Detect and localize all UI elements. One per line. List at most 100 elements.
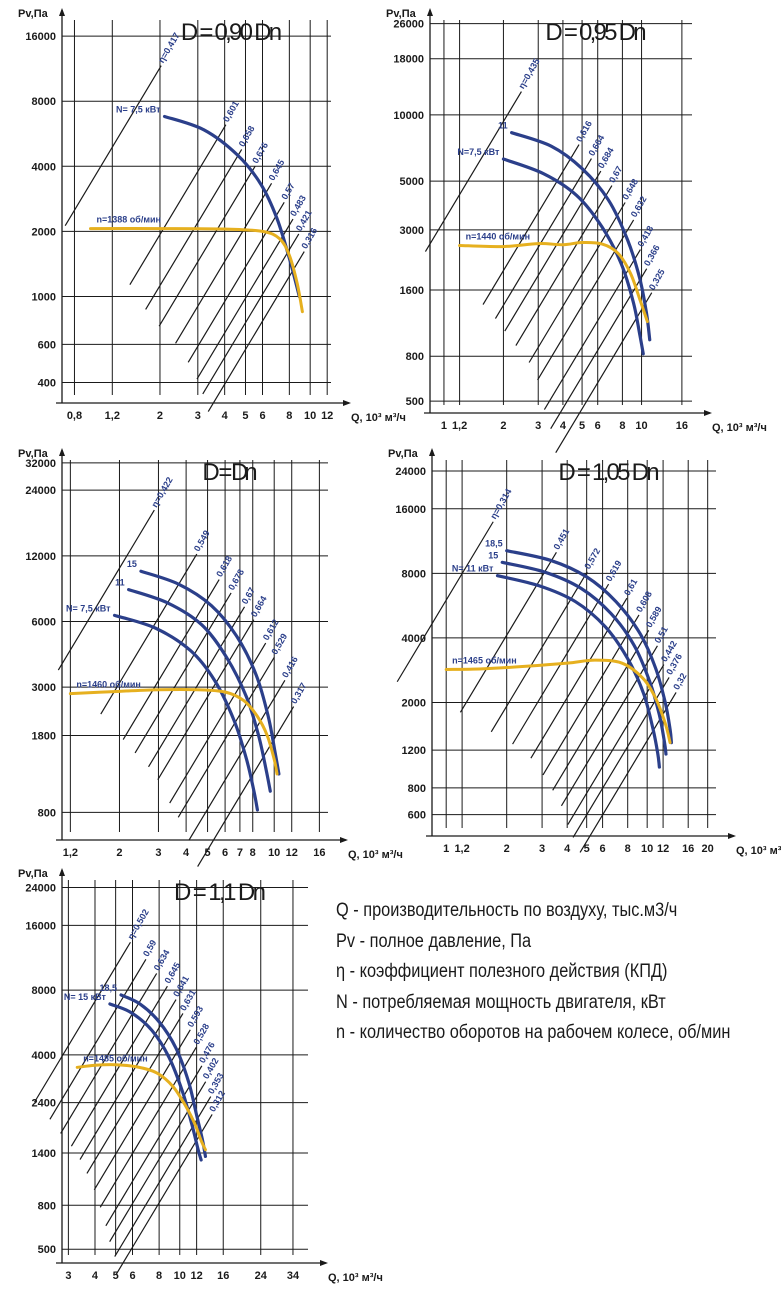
chart-title: D = 1,05 Dn bbox=[558, 459, 659, 486]
y-tick-label: 32000 bbox=[25, 458, 56, 470]
pressure-curve bbox=[139, 569, 281, 776]
rpm-curve bbox=[75, 1063, 207, 1152]
y-tick-label: 500 bbox=[38, 1244, 56, 1256]
power-label: 11 bbox=[115, 578, 125, 588]
rpm-curve bbox=[444, 658, 672, 745]
y-tick-label: 24000 bbox=[25, 882, 56, 894]
y-tick-label: 5000 bbox=[400, 176, 424, 188]
y-tick-label: 18000 bbox=[393, 54, 424, 66]
pressure-curve bbox=[162, 114, 301, 299]
rpm-label: n=1485 об/мин bbox=[83, 1053, 147, 1063]
efficiency-line bbox=[169, 642, 267, 804]
efficiency-line bbox=[86, 1013, 184, 1174]
rpm-label: n=1460 об/мин bbox=[76, 680, 140, 690]
x-tick-label: 1,2 bbox=[452, 420, 467, 432]
pressure-curve bbox=[500, 560, 668, 756]
efficiency-line bbox=[105, 1065, 203, 1227]
efficiency-label: 0,572 bbox=[582, 546, 602, 571]
pressure-curve bbox=[510, 131, 652, 342]
y-tick-label: 8000 bbox=[32, 96, 56, 108]
chart-title: D = 0,90 Dn bbox=[181, 19, 282, 46]
efficiency-line bbox=[49, 958, 147, 1120]
x-tick-label: 8 bbox=[250, 847, 256, 859]
efficiency-label: 0,618 bbox=[214, 554, 234, 579]
y-axis-title: Pv,Па bbox=[18, 868, 49, 880]
y-axis-title: Pv,Па bbox=[18, 448, 49, 460]
power-label: 18,5 bbox=[99, 983, 117, 993]
x-tick-label: 6 bbox=[259, 410, 265, 422]
x-tick-label: 8 bbox=[156, 1270, 162, 1282]
y-tick-label: 8000 bbox=[32, 985, 56, 997]
legend-n-power: N - потребляемая мощность двигателя, кВт bbox=[336, 991, 666, 1013]
x-tick-label: 1 bbox=[441, 420, 447, 432]
power-label: 11 bbox=[498, 121, 508, 131]
y-tick-label: 1400 bbox=[32, 1148, 56, 1160]
efficiency-line bbox=[196, 218, 294, 380]
efficiency-line bbox=[157, 619, 255, 781]
efficiency-label: 0,451 bbox=[551, 527, 571, 552]
x-tick-label: 0,8 bbox=[67, 410, 82, 422]
x-axis-title: Q, 10³ м³/ч bbox=[351, 412, 406, 424]
x-tick-label: 10 bbox=[304, 410, 316, 422]
efficiency-line bbox=[93, 1029, 191, 1191]
efficiency-line bbox=[109, 1081, 207, 1242]
efficiency-line bbox=[134, 592, 232, 754]
y-axis-arrow bbox=[59, 8, 65, 16]
chart-1: 0,8 1,2 2 3 4 5 6 8 10 12 400 600 1000 2000 4000 8000 16… bbox=[18, 8, 406, 424]
x-tick-label: 7 bbox=[237, 847, 243, 859]
power-label: 15 bbox=[488, 550, 498, 560]
y-tick-label: 24000 bbox=[395, 466, 426, 478]
efficiency-line bbox=[202, 233, 300, 395]
efficiency-line bbox=[396, 521, 494, 683]
efficiency-line bbox=[515, 185, 613, 346]
y-tick-label: 2000 bbox=[402, 697, 426, 709]
x-tick-label: 10 bbox=[268, 847, 280, 859]
efficiency-line bbox=[459, 552, 557, 713]
efficiency-line bbox=[100, 553, 198, 715]
x-tick-label: 1 bbox=[443, 843, 449, 855]
x-tick-label: 12 bbox=[321, 410, 333, 422]
x-tick-label: 16 bbox=[682, 843, 694, 855]
efficiency-line bbox=[572, 677, 670, 838]
x-axis-title: Q, 10³ м³/ч bbox=[736, 845, 781, 857]
y-tick-label: 600 bbox=[408, 810, 426, 822]
legend: Q - производительность по воздуху, тыс.м… bbox=[336, 896, 730, 1049]
x-tick-label: 20 bbox=[702, 843, 714, 855]
efficiency-line bbox=[567, 664, 665, 825]
chart-title: D = Dn bbox=[202, 459, 257, 486]
y-tick-label: 800 bbox=[406, 351, 424, 363]
y-tick-label: 1200 bbox=[402, 745, 426, 757]
efficiency-line bbox=[187, 202, 285, 363]
efficiency-line bbox=[552, 629, 650, 791]
efficiency-label: 0,645 bbox=[267, 158, 287, 183]
x-tick-label: 1,2 bbox=[105, 410, 120, 422]
x-tick-label: 6 bbox=[600, 843, 606, 855]
x-axis-title: Q, 10³ м³/ч bbox=[712, 422, 767, 434]
x-tick-label: 3 bbox=[535, 420, 541, 432]
x-tick-label: 10 bbox=[174, 1270, 186, 1282]
efficiency-line bbox=[188, 680, 286, 841]
chart-3: 1,2 2 3 4 5 6 7 8 10 12 16 800 1800 3000 6000 12000 2400… bbox=[18, 448, 403, 867]
power-label: 15 bbox=[127, 559, 137, 569]
efficiency-line bbox=[424, 91, 522, 252]
efficiency-line bbox=[207, 251, 305, 412]
efficiency-label: 0,619 bbox=[604, 559, 624, 584]
pressure-curve bbox=[501, 157, 645, 356]
y-tick-label: 1800 bbox=[32, 731, 56, 743]
x-tick-label: 3 bbox=[65, 1270, 71, 1282]
y-tick-label: 4000 bbox=[32, 161, 56, 173]
x-tick-label: 8 bbox=[619, 420, 625, 432]
efficiency-line bbox=[148, 606, 246, 768]
x-tick-label: 5 bbox=[579, 420, 585, 432]
x-tick-label: 2 bbox=[504, 843, 510, 855]
x-tick-label: 6 bbox=[129, 1270, 135, 1282]
x-axis-arrow bbox=[340, 837, 348, 843]
efficiency-line bbox=[57, 509, 155, 671]
x-tick-label: 2 bbox=[157, 410, 163, 422]
efficiency-label: 0,616 bbox=[574, 119, 594, 144]
x-tick-label: 12 bbox=[190, 1270, 202, 1282]
efficiency-line bbox=[129, 124, 227, 286]
x-tick-label: 12 bbox=[286, 847, 298, 859]
efficiency-label: 0,601 bbox=[221, 99, 241, 124]
x-tick-label: 8 bbox=[625, 843, 631, 855]
